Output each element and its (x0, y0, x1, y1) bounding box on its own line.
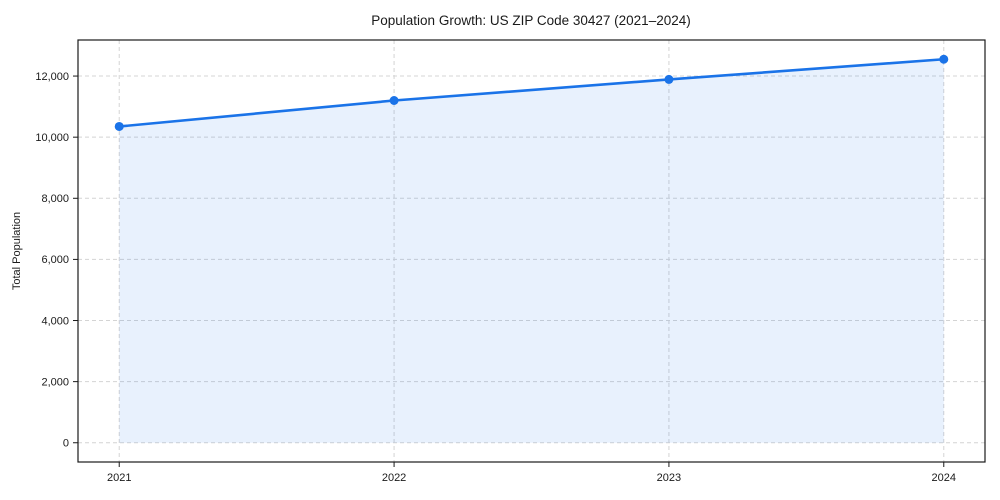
data-point (114, 121, 124, 131)
data-point (664, 74, 674, 84)
chart-title: Population Growth: US ZIP Code 30427 (20… (371, 13, 690, 28)
y-tick-label: 2,000 (41, 376, 69, 388)
y-tick-label: 6,000 (41, 254, 69, 266)
data-point (939, 54, 949, 64)
y-tick-label: 8,000 (41, 193, 69, 205)
x-tick-label: 2023 (657, 472, 681, 484)
x-tick-label: 2022 (382, 472, 406, 484)
data-line (117, 57, 946, 128)
data-point (389, 96, 399, 106)
area-fill (119, 59, 944, 443)
plot-area: 2021 2022 2023 2024 0 2,000 4,000 6,000 8,000 10,… (35, 39, 986, 484)
x-tick-label: 2021 (107, 472, 131, 484)
y-tick-label: 0 (63, 438, 69, 450)
plot-border (77, 39, 986, 463)
y-tick-label: 10,000 (35, 132, 69, 144)
x-tick-label: 2024 (932, 472, 956, 484)
y-axis-label: Total Population (11, 212, 23, 290)
y-tick-label: 4,000 (41, 315, 69, 327)
y-tick-label: 12,000 (35, 71, 69, 83)
